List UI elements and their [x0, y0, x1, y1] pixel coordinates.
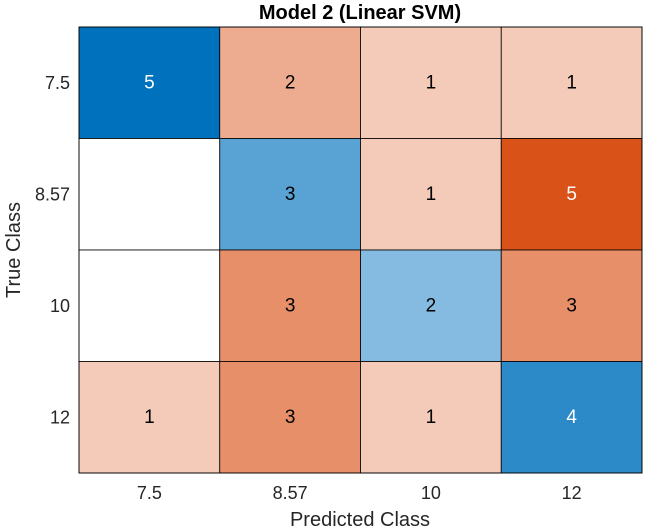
- cell-value-label: 3: [285, 184, 296, 205]
- heatmap-cell: [500, 138, 643, 251]
- x-tick-label: 7.5: [137, 483, 162, 503]
- heatmap-cell: [219, 26, 361, 139]
- heatmap-cell: [78, 26, 221, 139]
- heatmap-cells: [78, 26, 643, 474]
- y-tick-label: 8.57: [35, 184, 70, 204]
- cell-value-label: 3: [285, 295, 296, 316]
- heatmap-cell: [360, 138, 502, 251]
- cell-value-label: 5: [144, 72, 155, 93]
- heatmap-cell: [500, 361, 643, 474]
- heatmap-cell: [500, 26, 643, 139]
- cell-value-label: 1: [426, 184, 437, 205]
- cell-value-label: 5: [566, 184, 577, 205]
- x-axis-label: Predicted Class: [290, 509, 430, 530]
- plot-border: [78, 26, 643, 474]
- heatmap-cell: [219, 138, 361, 251]
- x-tick-label: 8.57: [273, 483, 308, 503]
- x-tick-label: 12: [562, 483, 582, 503]
- heatmap-cell: [78, 138, 221, 251]
- y-tick-labels: 7.5 8.57 10 12: [35, 73, 70, 428]
- y-tick-label: 10: [50, 296, 70, 316]
- cell-value-label: 3: [285, 407, 296, 428]
- cell-value-label: 1: [144, 407, 155, 428]
- cell-value-label: 1: [426, 72, 437, 93]
- cell-value-label: 2: [426, 295, 437, 316]
- heatmap-cell: [500, 249, 643, 362]
- x-tick-labels: 7.5 8.57 10 12: [137, 483, 582, 503]
- cell-value-labels: 5 2 1 1 3 1 5 3 2 3 1 3 1 4: [144, 72, 577, 428]
- y-tick-label: 12: [50, 407, 70, 427]
- x-tick-label: 10: [421, 483, 441, 503]
- cell-value-label: 1: [426, 407, 437, 428]
- chart-title: Model 2 (Linear SVM): [259, 2, 461, 24]
- heatmap-cell: [219, 361, 361, 474]
- cell-value-label: 1: [566, 72, 577, 93]
- cell-value-label: 2: [285, 72, 296, 93]
- cell-value-label: 4: [566, 407, 577, 428]
- heatmap-cell: [360, 361, 502, 474]
- heatmap-cell: [219, 249, 361, 362]
- y-tick-label: 7.5: [45, 73, 70, 93]
- heatmap-cell: [78, 249, 221, 362]
- y-axis-label: True Class: [3, 202, 25, 298]
- cell-value-label: 3: [566, 295, 577, 316]
